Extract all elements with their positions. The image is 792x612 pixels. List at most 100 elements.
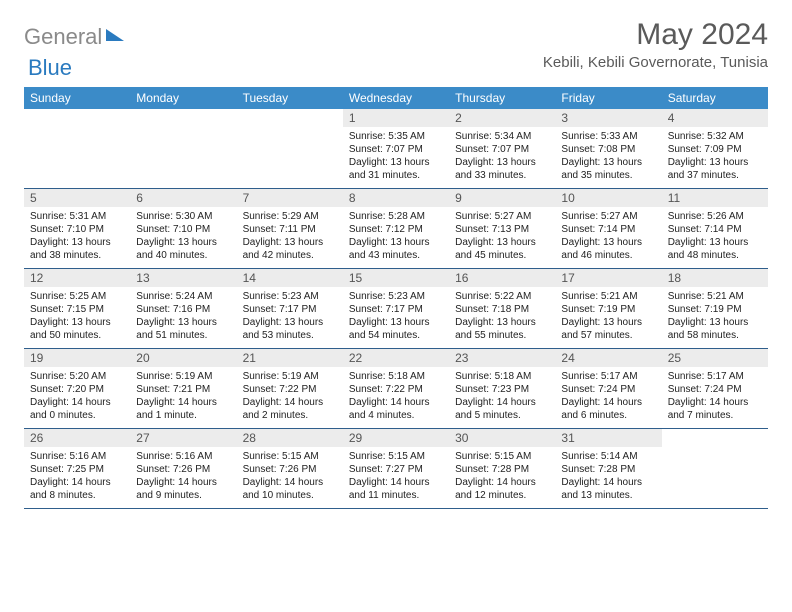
calendar-row: 1Sunrise: 5:35 AMSunset: 7:07 PMDaylight…: [24, 109, 768, 189]
day-details: Sunrise: 5:24 AMSunset: 7:16 PMDaylight:…: [130, 287, 236, 348]
day-details: Sunrise: 5:33 AMSunset: 7:08 PMDaylight:…: [555, 127, 661, 188]
calendar-cell: 23Sunrise: 5:18 AMSunset: 7:23 PMDayligh…: [449, 349, 555, 429]
day-number: 23: [449, 349, 555, 367]
day-details: Sunrise: 5:20 AMSunset: 7:20 PMDaylight:…: [24, 367, 130, 428]
weekday-header: Tuesday: [237, 87, 343, 109]
day-number: 18: [662, 269, 768, 287]
day-details: Sunrise: 5:15 AMSunset: 7:27 PMDaylight:…: [343, 447, 449, 508]
day-number: 16: [449, 269, 555, 287]
calendar-cell: 13Sunrise: 5:24 AMSunset: 7:16 PMDayligh…: [130, 269, 236, 349]
calendar-cell: 1Sunrise: 5:35 AMSunset: 7:07 PMDaylight…: [343, 109, 449, 189]
brand-flag-icon: [106, 27, 126, 48]
day-details: Sunrise: 5:27 AMSunset: 7:14 PMDaylight:…: [555, 207, 661, 268]
day-number: 2: [449, 109, 555, 127]
day-number: 1: [343, 109, 449, 127]
calendar-cell: 22Sunrise: 5:18 AMSunset: 7:22 PMDayligh…: [343, 349, 449, 429]
weekday-header: Wednesday: [343, 87, 449, 109]
day-details: Sunrise: 5:15 AMSunset: 7:28 PMDaylight:…: [449, 447, 555, 508]
calendar-cell: 17Sunrise: 5:21 AMSunset: 7:19 PMDayligh…: [555, 269, 661, 349]
calendar-cell: 21Sunrise: 5:19 AMSunset: 7:22 PMDayligh…: [237, 349, 343, 429]
day-number: 25: [662, 349, 768, 367]
calendar-table: Sunday Monday Tuesday Wednesday Thursday…: [24, 87, 768, 509]
day-details: Sunrise: 5:26 AMSunset: 7:14 PMDaylight:…: [662, 207, 768, 268]
day-number: 10: [555, 189, 661, 207]
day-number: 21: [237, 349, 343, 367]
brand-part1: General: [24, 24, 102, 50]
day-details: Sunrise: 5:30 AMSunset: 7:10 PMDaylight:…: [130, 207, 236, 268]
calendar-cell: 11Sunrise: 5:26 AMSunset: 7:14 PMDayligh…: [662, 189, 768, 269]
calendar-cell: [24, 109, 130, 189]
calendar-cell: 29Sunrise: 5:15 AMSunset: 7:27 PMDayligh…: [343, 429, 449, 509]
calendar-cell: 6Sunrise: 5:30 AMSunset: 7:10 PMDaylight…: [130, 189, 236, 269]
calendar-cell: 31Sunrise: 5:14 AMSunset: 7:28 PMDayligh…: [555, 429, 661, 509]
day-details: Sunrise: 5:19 AMSunset: 7:22 PMDaylight:…: [237, 367, 343, 428]
calendar-cell: 3Sunrise: 5:33 AMSunset: 7:08 PMDaylight…: [555, 109, 661, 189]
calendar-cell: 18Sunrise: 5:21 AMSunset: 7:19 PMDayligh…: [662, 269, 768, 349]
day-number: 13: [130, 269, 236, 287]
calendar-cell: [130, 109, 236, 189]
calendar-cell: [662, 429, 768, 509]
calendar-cell: 9Sunrise: 5:27 AMSunset: 7:13 PMDaylight…: [449, 189, 555, 269]
weekday-row: Sunday Monday Tuesday Wednesday Thursday…: [24, 87, 768, 109]
day-details: Sunrise: 5:32 AMSunset: 7:09 PMDaylight:…: [662, 127, 768, 188]
weekday-header: Monday: [130, 87, 236, 109]
day-details: Sunrise: 5:15 AMSunset: 7:26 PMDaylight:…: [237, 447, 343, 508]
calendar-cell: 27Sunrise: 5:16 AMSunset: 7:26 PMDayligh…: [130, 429, 236, 509]
location-text: Kebili, Kebili Governorate, Tunisia: [543, 54, 768, 71]
day-number: 30: [449, 429, 555, 447]
calendar-cell: 19Sunrise: 5:20 AMSunset: 7:20 PMDayligh…: [24, 349, 130, 429]
day-number: 31: [555, 429, 661, 447]
day-number: 3: [555, 109, 661, 127]
calendar-row: 5Sunrise: 5:31 AMSunset: 7:10 PMDaylight…: [24, 189, 768, 269]
day-details: Sunrise: 5:25 AMSunset: 7:15 PMDaylight:…: [24, 287, 130, 348]
calendar-cell: 5Sunrise: 5:31 AMSunset: 7:10 PMDaylight…: [24, 189, 130, 269]
day-details: Sunrise: 5:17 AMSunset: 7:24 PMDaylight:…: [555, 367, 661, 428]
day-number: 20: [130, 349, 236, 367]
calendar-cell: 20Sunrise: 5:19 AMSunset: 7:21 PMDayligh…: [130, 349, 236, 429]
calendar-cell: 8Sunrise: 5:28 AMSunset: 7:12 PMDaylight…: [343, 189, 449, 269]
day-number: 6: [130, 189, 236, 207]
day-details: Sunrise: 5:27 AMSunset: 7:13 PMDaylight:…: [449, 207, 555, 268]
day-number: 15: [343, 269, 449, 287]
calendar-row: 12Sunrise: 5:25 AMSunset: 7:15 PMDayligh…: [24, 269, 768, 349]
day-number: 14: [237, 269, 343, 287]
day-details: Sunrise: 5:22 AMSunset: 7:18 PMDaylight:…: [449, 287, 555, 348]
calendar-cell: 14Sunrise: 5:23 AMSunset: 7:17 PMDayligh…: [237, 269, 343, 349]
day-number: 4: [662, 109, 768, 127]
day-details: Sunrise: 5:31 AMSunset: 7:10 PMDaylight:…: [24, 207, 130, 268]
calendar-cell: 26Sunrise: 5:16 AMSunset: 7:25 PMDayligh…: [24, 429, 130, 509]
day-number: 11: [662, 189, 768, 207]
calendar-row: 19Sunrise: 5:20 AMSunset: 7:20 PMDayligh…: [24, 349, 768, 429]
day-number: 5: [24, 189, 130, 207]
calendar-cell: [237, 109, 343, 189]
calendar-cell: 10Sunrise: 5:27 AMSunset: 7:14 PMDayligh…: [555, 189, 661, 269]
calendar-cell: 16Sunrise: 5:22 AMSunset: 7:18 PMDayligh…: [449, 269, 555, 349]
day-details: Sunrise: 5:28 AMSunset: 7:12 PMDaylight:…: [343, 207, 449, 268]
day-details: Sunrise: 5:19 AMSunset: 7:21 PMDaylight:…: [130, 367, 236, 428]
day-details: Sunrise: 5:14 AMSunset: 7:28 PMDaylight:…: [555, 447, 661, 508]
day-number: 17: [555, 269, 661, 287]
day-number: 9: [449, 189, 555, 207]
day-number: 28: [237, 429, 343, 447]
weekday-header: Saturday: [662, 87, 768, 109]
day-number: 8: [343, 189, 449, 207]
brand-part2: Blue: [28, 55, 72, 80]
calendar-cell: 24Sunrise: 5:17 AMSunset: 7:24 PMDayligh…: [555, 349, 661, 429]
day-number: 27: [130, 429, 236, 447]
weekday-header: Sunday: [24, 87, 130, 109]
calendar-cell: 28Sunrise: 5:15 AMSunset: 7:26 PMDayligh…: [237, 429, 343, 509]
day-details: Sunrise: 5:21 AMSunset: 7:19 PMDaylight:…: [555, 287, 661, 348]
day-details: Sunrise: 5:34 AMSunset: 7:07 PMDaylight:…: [449, 127, 555, 188]
calendar-cell: 7Sunrise: 5:29 AMSunset: 7:11 PMDaylight…: [237, 189, 343, 269]
month-title: May 2024: [543, 18, 768, 52]
day-number: 12: [24, 269, 130, 287]
calendar-row: 26Sunrise: 5:16 AMSunset: 7:25 PMDayligh…: [24, 429, 768, 509]
day-details: Sunrise: 5:35 AMSunset: 7:07 PMDaylight:…: [343, 127, 449, 188]
calendar-cell: 4Sunrise: 5:32 AMSunset: 7:09 PMDaylight…: [662, 109, 768, 189]
day-details: Sunrise: 5:21 AMSunset: 7:19 PMDaylight:…: [662, 287, 768, 348]
day-details: Sunrise: 5:29 AMSunset: 7:11 PMDaylight:…: [237, 207, 343, 268]
day-details: Sunrise: 5:23 AMSunset: 7:17 PMDaylight:…: [343, 287, 449, 348]
day-details: Sunrise: 5:18 AMSunset: 7:23 PMDaylight:…: [449, 367, 555, 428]
day-details: Sunrise: 5:16 AMSunset: 7:26 PMDaylight:…: [130, 447, 236, 508]
calendar-cell: 12Sunrise: 5:25 AMSunset: 7:15 PMDayligh…: [24, 269, 130, 349]
